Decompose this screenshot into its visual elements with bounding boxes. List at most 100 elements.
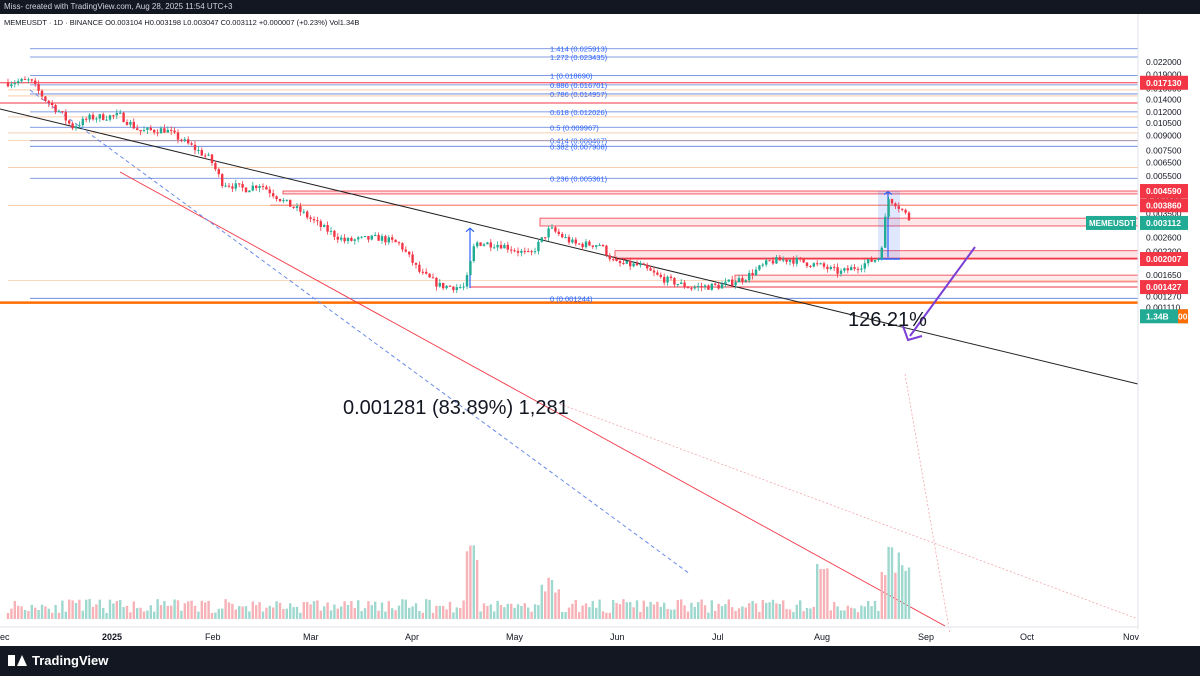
volume-bar [506, 603, 509, 619]
price-chart[interactable]: MEMEUSDT · 1D · BINANCE O0.003104 H0.003… [0, 14, 1200, 646]
candle-body [459, 287, 462, 289]
volume-bar [292, 607, 295, 619]
volume-bar [404, 599, 407, 619]
candle-body [625, 260, 628, 264]
candle-body [142, 129, 146, 132]
candles [6, 76, 911, 294]
price-tag [1140, 75, 1188, 90]
candle-body [493, 247, 496, 249]
volume-bar [778, 603, 781, 619]
volume-bar [520, 606, 523, 619]
volume-bar [350, 600, 353, 619]
candle-body [125, 122, 129, 125]
volume-bar [642, 600, 645, 619]
volume-bar [81, 610, 84, 619]
volume-bar [115, 601, 118, 619]
volume-bar [20, 606, 23, 619]
volume-bar [493, 611, 496, 619]
candle-body [431, 277, 435, 279]
fib-label: 0 (0.001244) [550, 294, 593, 303]
volume-bar [544, 591, 547, 619]
volume-bar [533, 604, 537, 619]
volume-bar [897, 552, 900, 619]
candle-body [880, 247, 883, 259]
volume-bar [346, 604, 350, 619]
candle-body [268, 189, 271, 194]
volume-bar [71, 600, 74, 619]
time-tick-label: Sep [918, 632, 934, 642]
candle-body [788, 259, 792, 262]
candle-body [272, 193, 275, 197]
volume-bar [23, 609, 27, 619]
volume-bar [554, 592, 557, 619]
candle-body [57, 111, 61, 113]
volume-bar [136, 608, 139, 619]
price-tick-label: 0.009000 [1146, 131, 1182, 141]
volume-bar [244, 606, 248, 619]
volume-bar [319, 610, 322, 619]
volume-bar [159, 605, 163, 619]
candle-body [68, 120, 71, 124]
volume-bar [676, 600, 679, 619]
volume-bar [30, 604, 33, 619]
volume-bar [343, 601, 346, 619]
volume-bar [659, 606, 662, 619]
volume-bar [425, 599, 428, 619]
volume-bar [737, 608, 741, 619]
candle-body [649, 268, 652, 271]
volume-bar [221, 608, 224, 619]
candle-body [822, 263, 826, 267]
volume-bar [183, 603, 186, 619]
candle-body [877, 258, 880, 261]
brand-name: TradingView [32, 653, 109, 668]
volume-bar [285, 608, 288, 619]
time-tick-label: ec [0, 632, 10, 642]
volume-bar [829, 610, 832, 619]
candle-body [129, 121, 132, 125]
candle-body [105, 119, 108, 121]
candle-body [554, 227, 557, 232]
volume-bar [57, 612, 61, 619]
volume-bar [374, 601, 377, 619]
candle-body [309, 217, 312, 219]
candle-body [697, 286, 700, 288]
price-tag-label: 0.001427 [1146, 282, 1182, 292]
volume-bar [102, 608, 105, 619]
candle-body [265, 186, 268, 190]
volume-bar [394, 610, 397, 619]
chart-background [0, 14, 1200, 646]
volume-bar [442, 605, 445, 619]
symbol-tag [1086, 215, 1136, 230]
tradingview-logo-icon [8, 655, 27, 666]
volume-bar [119, 600, 122, 619]
volume-bar [455, 607, 458, 619]
volume-bar [867, 600, 870, 619]
candle-body [13, 83, 16, 85]
volume-bar [105, 612, 108, 619]
candle-body [724, 281, 727, 285]
candle-body [765, 260, 768, 265]
price-tag [1140, 198, 1188, 213]
volume-bar [61, 600, 64, 619]
volume-bar [751, 600, 754, 619]
candle-body [904, 209, 907, 213]
candle-body [166, 129, 169, 133]
fib-label: 0.414 (0.008467) [550, 137, 608, 146]
candle-body [214, 163, 217, 170]
volume-bar [605, 612, 608, 619]
candle-body [642, 263, 645, 265]
volume-bar [812, 606, 815, 619]
volume-bar [408, 607, 411, 619]
candle-body [146, 127, 149, 130]
candle-body [799, 257, 802, 260]
candle-body [646, 264, 649, 269]
volume-bar [510, 603, 513, 619]
candle-body [863, 263, 866, 269]
candle-body [360, 236, 363, 238]
price-tick-label: 0.014000 [1146, 94, 1182, 104]
candle-body [401, 243, 404, 250]
time-tick-label: Feb [205, 632, 221, 642]
long-trendline [0, 108, 1139, 385]
measure-arrowhead [883, 191, 893, 195]
volume-bar [255, 605, 258, 619]
